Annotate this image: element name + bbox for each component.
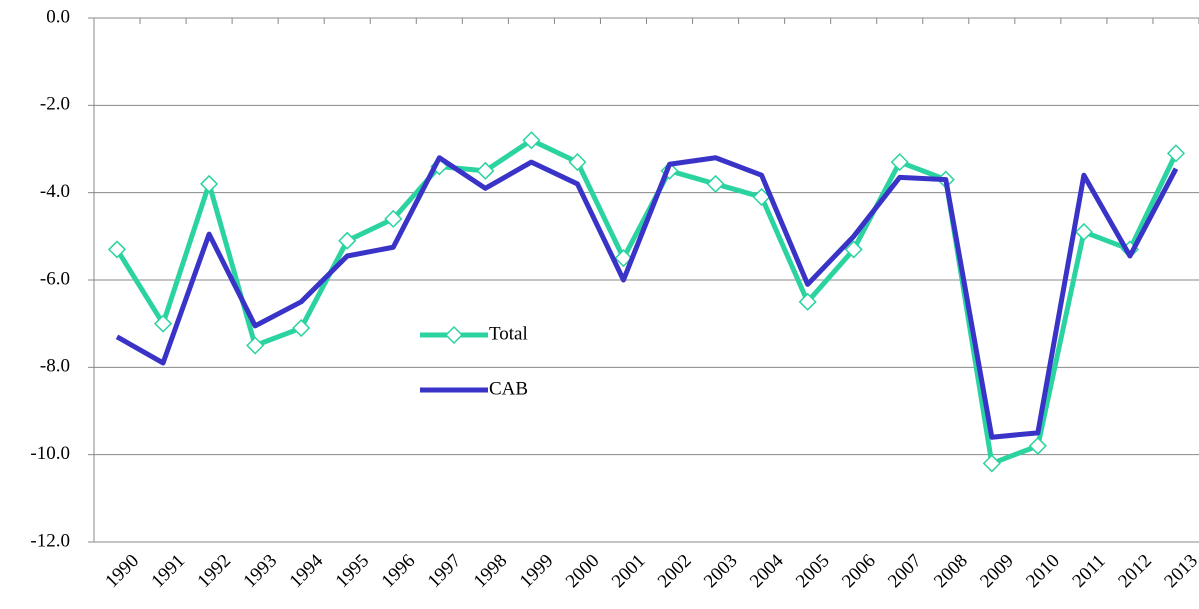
marker [1028, 436, 1047, 455]
marker [107, 240, 127, 259]
x-tick-label: 1992 [193, 550, 235, 592]
y-tick-label: -6.0 [40, 268, 70, 289]
series-line [115, 155, 1179, 440]
marker [1074, 222, 1093, 242]
x-tick-label: 2002 [654, 550, 696, 592]
x-tick-label: 2010 [1022, 550, 1064, 592]
legend-label: Total [489, 323, 528, 344]
marker [476, 161, 495, 180]
x-tick-label: 2009 [976, 550, 1018, 592]
x-tick-label: 1993 [239, 550, 281, 592]
x-tick-label: 1997 [424, 550, 466, 592]
marker [614, 249, 633, 268]
legend-label: CAB [489, 378, 528, 399]
x-tick-label: 2005 [792, 550, 834, 592]
marker [292, 318, 311, 338]
x-tick-label: 2007 [884, 550, 926, 592]
marker [752, 187, 771, 207]
x-tick-label: 1994 [286, 550, 328, 592]
marker [798, 292, 817, 311]
x-tick-label: 2004 [746, 550, 788, 592]
marker [982, 454, 1001, 473]
marker [1166, 144, 1186, 163]
marker [384, 209, 403, 228]
marker [568, 153, 587, 172]
series-line [114, 137, 1179, 466]
x-tick-label: 2011 [1068, 551, 1109, 592]
x-tick-label: 2003 [700, 550, 742, 592]
marker [706, 174, 725, 193]
marker [154, 314, 173, 333]
marker [844, 240, 863, 259]
marker [890, 153, 909, 172]
marker [200, 174, 219, 193]
marker [338, 231, 357, 250]
marker [246, 336, 265, 355]
y-tick-label: 0.0 [46, 6, 70, 27]
x-tick-label: 1996 [378, 550, 420, 592]
y-tick-label: -2.0 [40, 94, 70, 115]
x-tick-label: 1999 [516, 550, 558, 592]
marker [522, 131, 541, 150]
y-tick-label: -10.0 [30, 443, 70, 464]
y-tick-label: -8.0 [40, 356, 70, 377]
legend-marker [444, 325, 464, 345]
x-tick-label: 1990 [101, 550, 143, 592]
x-tick-label: 1995 [332, 550, 374, 592]
y-tick-label: -4.0 [40, 181, 70, 202]
y-tick-label: -12.0 [30, 530, 70, 551]
x-tick-label: 1998 [470, 550, 512, 592]
x-tick-label: 1991 [147, 550, 189, 592]
x-tick-label: 2000 [562, 550, 604, 592]
x-tick-label: 2013 [1160, 550, 1199, 592]
x-tick-label: 2001 [608, 550, 650, 592]
x-tick-label: 2008 [930, 550, 972, 592]
x-tick-label: 2006 [838, 550, 880, 592]
x-tick-label: 2012 [1114, 550, 1156, 592]
